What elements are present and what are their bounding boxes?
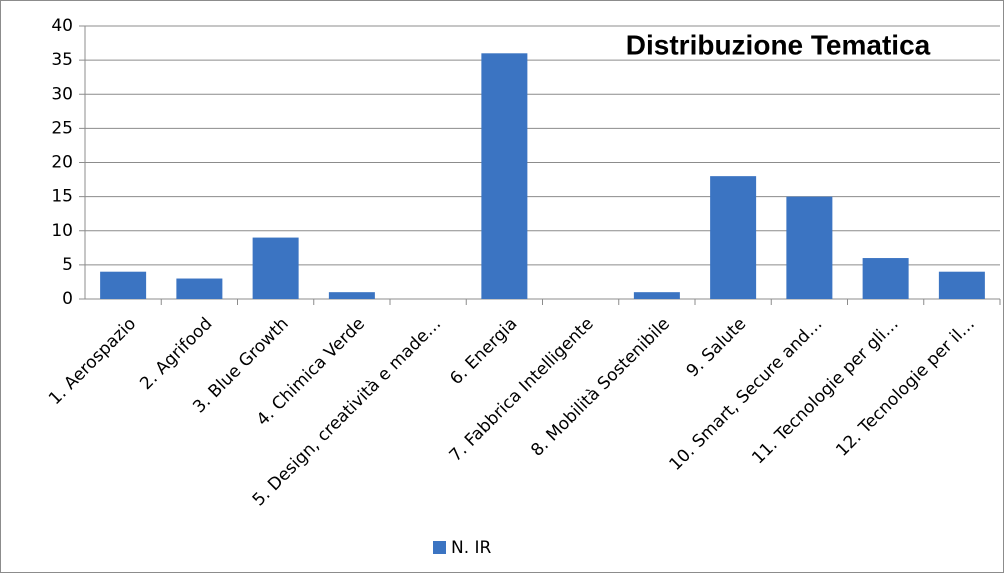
- y-tick-label: 10: [51, 221, 73, 241]
- y-tick-label: 25: [51, 118, 73, 138]
- bar: [862, 258, 909, 299]
- legend-label: N. IR: [451, 538, 492, 558]
- bar: [786, 196, 833, 299]
- bar: [710, 176, 757, 299]
- bar: [633, 292, 680, 299]
- y-tick-label: 15: [51, 187, 73, 207]
- y-tick-label: 40: [51, 16, 73, 36]
- y-tick-label: 30: [51, 84, 73, 104]
- y-tick-label: 0: [62, 289, 73, 309]
- bar: [481, 53, 528, 299]
- y-tick-label: 5: [62, 255, 73, 275]
- y-tick-label: 20: [51, 153, 73, 173]
- bar: [938, 271, 985, 299]
- legend-swatch: [433, 541, 446, 554]
- y-tick-label: 35: [51, 50, 73, 70]
- chart-title: Distribuzione Tematica: [626, 29, 931, 60]
- bar: [100, 271, 147, 299]
- bar: [328, 292, 375, 299]
- bar: [252, 237, 299, 299]
- bar: [176, 278, 223, 299]
